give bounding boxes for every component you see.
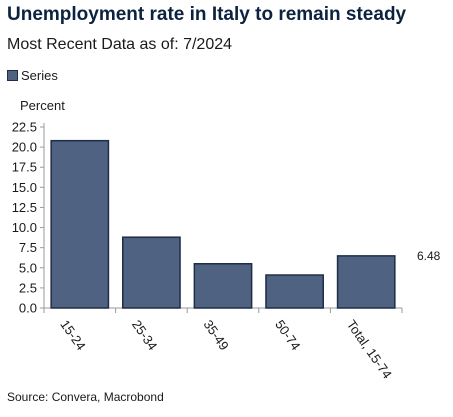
y-tick-label: 22.5 <box>12 120 37 135</box>
chart-subtitle: Most Recent Data as of: 7/2024 <box>7 36 233 53</box>
y-tick-label: 7.5 <box>19 240 37 255</box>
legend: Series <box>7 68 58 83</box>
y-tick-label: 17.5 <box>12 160 37 175</box>
source-note: Source: Convera, Macrobond <box>7 390 164 404</box>
legend-swatch <box>7 70 18 81</box>
y-tick-label: 12.5 <box>12 200 37 215</box>
bar-total-15-74 <box>336 255 396 309</box>
x-tick-label: 15-24 <box>57 317 88 353</box>
legend-label: Series <box>21 68 58 83</box>
y-tick-label: 0.0 <box>19 301 37 316</box>
y-tick-label: 2.5 <box>19 280 37 295</box>
y-tick-label: 5.0 <box>19 260 37 275</box>
x-tick-label: 50-74 <box>272 317 303 353</box>
value-annotation: 6.48 <box>417 249 441 263</box>
x-tick-label: Total, 15-74 <box>344 317 395 381</box>
x-tick-label: 25-34 <box>129 317 160 353</box>
chart-title: Unemployment rate in Italy to remain ste… <box>7 4 407 25</box>
bar-50-74 <box>265 274 324 309</box>
bar-15-24 <box>50 139 110 309</box>
bar-35-49 <box>193 263 253 309</box>
y-axis-label: Percent <box>20 98 65 113</box>
x-tick-label: 35-49 <box>201 317 232 353</box>
bar-25-34 <box>122 236 181 309</box>
y-tick-label: 10.0 <box>12 220 37 235</box>
y-tick-label: 20.0 <box>12 140 37 155</box>
y-tick-label: 15.0 <box>12 180 37 195</box>
